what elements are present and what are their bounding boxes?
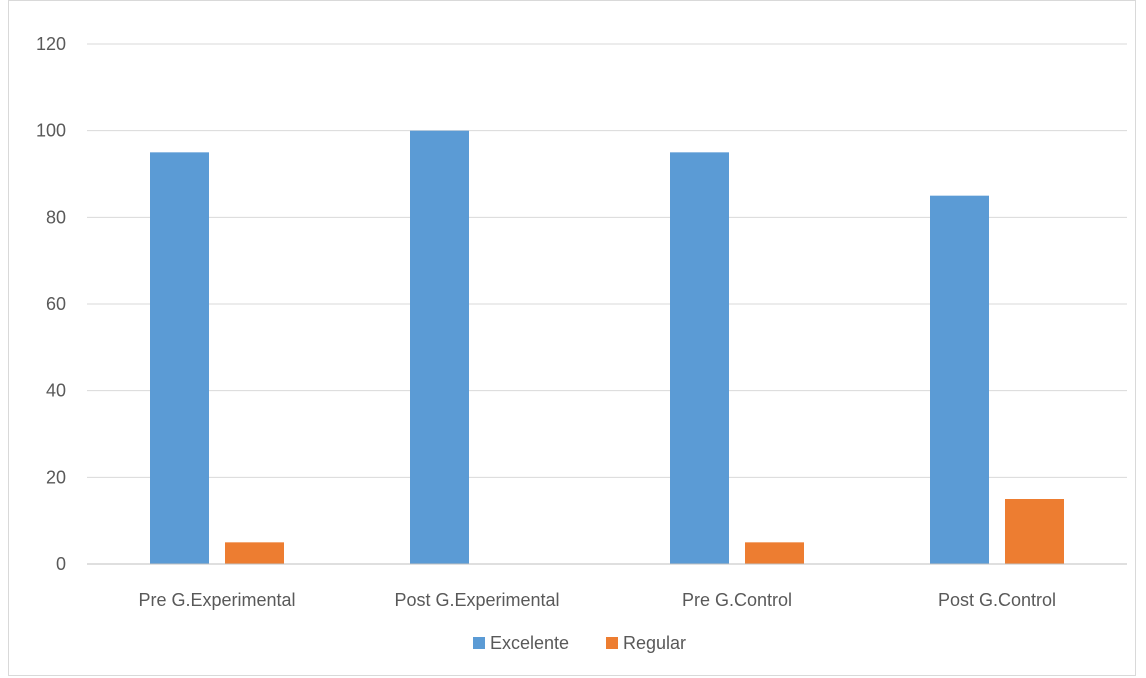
x-axis-category-labels: Pre G.Experimental Post G.Experimental Pre…	[138, 590, 1056, 610]
bar-excelente-2	[410, 130, 469, 564]
y-tick-label: 100	[36, 121, 66, 141]
bar-excelente-4	[930, 195, 989, 564]
legend-swatch-regular	[606, 637, 618, 649]
bar-regular-4	[1005, 499, 1064, 564]
x-category-label: Post G.Control	[938, 590, 1056, 610]
bar-regular-1	[225, 542, 284, 564]
y-tick-label: 80	[46, 207, 66, 227]
legend-label-excelente: Excelente	[490, 633, 569, 653]
bar-excelente-3	[670, 152, 729, 565]
x-category-label: Pre G.Experimental	[138, 590, 295, 610]
bars	[150, 130, 1064, 565]
y-tick-label: 60	[46, 294, 66, 314]
x-category-label: Pre G.Control	[682, 590, 792, 610]
y-tick-label: 120	[36, 34, 66, 54]
legend-label-regular: Regular	[623, 633, 686, 653]
bar-regular-3	[745, 542, 804, 564]
y-tick-label: 20	[46, 467, 66, 487]
y-axis-tick-labels: 0 20 40 60 80 100 120	[36, 34, 66, 574]
x-category-label: Post G.Experimental	[394, 590, 559, 610]
bar-excelente-1	[150, 152, 209, 565]
y-tick-label: 40	[46, 381, 66, 401]
legend: Excelente Regular	[473, 633, 686, 653]
y-tick-label: 0	[56, 554, 66, 574]
legend-swatch-excelente	[473, 637, 485, 649]
